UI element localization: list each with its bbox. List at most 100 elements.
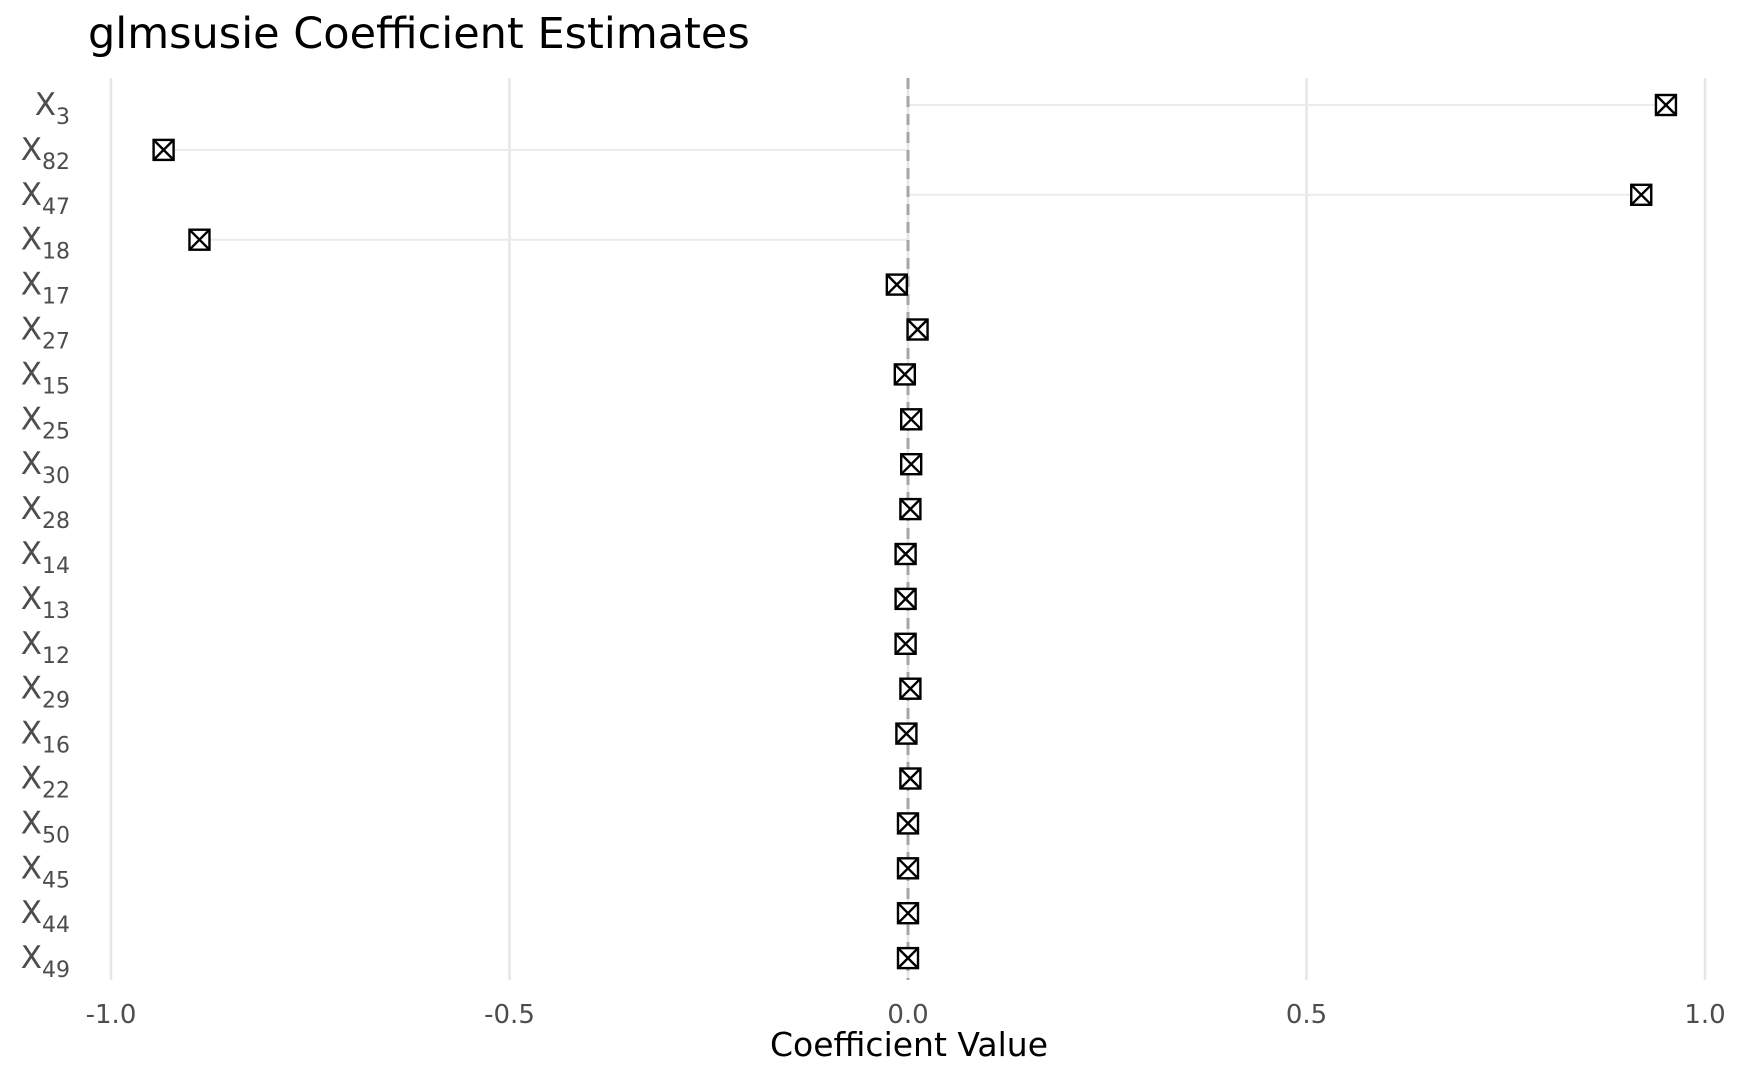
point-cross-b [897, 902, 919, 925]
y-tick-label-base: X [21, 761, 42, 797]
y-tick-label-subscript: 25 [42, 419, 70, 444]
y-tick-label: X22 [21, 761, 70, 804]
y-tick-label-subscript: 17 [42, 285, 70, 310]
y-tick-label-base: X [21, 401, 42, 437]
y-tick-label: X17 [21, 267, 70, 310]
coefficient-point [899, 453, 923, 476]
y-tick-label-subscript: 22 [42, 779, 70, 804]
x-axis-labels: -1.0 -0.5 0.0 0.5 1.0 [86, 1000, 1726, 1030]
y-tick-label: X12 [21, 626, 70, 669]
y-tick-label-base: X [21, 267, 42, 303]
y-tick-label-subscript: 13 [42, 599, 70, 624]
y-tick-label-subscript: 29 [42, 689, 70, 714]
y-tick-label: X18 [21, 222, 70, 265]
y-tick-label: X14 [21, 536, 70, 579]
point-cross-b [899, 677, 922, 700]
point-cross-b [885, 273, 908, 296]
y-tick-label-base: X [21, 446, 42, 482]
coefficient-point [152, 138, 175, 162]
coefficient-point [896, 946, 920, 970]
y-tick-label-subscript: 15 [42, 374, 70, 399]
y-tick-label: X50 [21, 805, 70, 848]
y-tick-label-subscript: 47 [42, 195, 70, 220]
y-tick-label: X25 [21, 401, 70, 444]
point-cross-b [897, 857, 919, 880]
y-tick-label-subscript: 82 [42, 150, 70, 175]
y-tick-label-base: X [21, 850, 42, 886]
point-cross-b [188, 228, 211, 251]
x-axis-title: Coefficient Value [770, 1025, 1048, 1064]
point-cross-b [894, 588, 917, 610]
y-tick-label-subscript: 3 [56, 105, 70, 130]
y-tick-label-subscript: 27 [42, 330, 70, 355]
y-axis-labels: X3X82X47X18X17X27X15X25X30X28X14X13X12X2… [21, 87, 70, 983]
y-tick-label: X16 [21, 716, 70, 759]
y-tick-label-subscript: 50 [42, 823, 70, 848]
x-tick-label: 1.0 [1684, 1000, 1725, 1030]
x-tick-label: -1.0 [86, 1000, 137, 1030]
point-cross-b [899, 498, 922, 520]
point-cross-b [899, 767, 922, 790]
y-tick-label-base: X [21, 312, 42, 348]
point-cross-b [906, 318, 929, 341]
y-tick-label-subscript: 16 [42, 734, 70, 759]
y-tick-label-base: X [21, 356, 42, 392]
point-cross-b [900, 453, 923, 476]
y-tick-label-base: X [21, 671, 42, 707]
y-tick-label: X44 [21, 895, 70, 938]
y-tick-label: X13 [21, 581, 70, 624]
x-tick-label: 0.0 [887, 1000, 928, 1030]
point-cross-b [894, 543, 917, 565]
coefficient-point [885, 273, 909, 296]
y-tick-label-subscript: 18 [42, 240, 70, 265]
y-tick-label: X47 [21, 177, 70, 220]
y-tick-label-base: X [35, 87, 56, 123]
y-tick-label-base: X [21, 581, 42, 617]
y-tick-label-base: X [21, 491, 42, 527]
y-tick-label-base: X [21, 716, 42, 752]
y-tick-label-subscript: 45 [42, 868, 70, 893]
coefficient-point [906, 318, 929, 341]
coefficient-point [899, 408, 923, 431]
y-tick-label: X28 [21, 491, 70, 534]
point-cross-b [900, 408, 923, 431]
y-tick-label: X29 [21, 671, 70, 714]
y-tick-label-subscript: 49 [42, 958, 70, 983]
coefficient-point [896, 902, 920, 925]
coefficient-point [1630, 183, 1653, 207]
point-cross-b [1655, 94, 1677, 116]
coefficient-point [896, 812, 920, 835]
y-tick-label-subscript: 44 [42, 913, 70, 938]
point-cross-b [897, 947, 919, 969]
y-tick-label-base: X [21, 222, 42, 258]
coefficient-point [894, 587, 917, 611]
x-tick-label: 0.5 [1286, 1000, 1327, 1030]
chart-title: glmsusie Coefficient Estimates [88, 9, 750, 59]
y-tick-label: X45 [21, 850, 70, 893]
coefficient-point [899, 497, 922, 521]
y-tick-label: X30 [21, 446, 70, 489]
y-tick-label: X3 [35, 87, 70, 130]
y-tick-label-base: X [21, 177, 42, 213]
y-tick-label: X82 [21, 132, 70, 175]
coefficient-point [899, 767, 922, 790]
y-tick-label-base: X [21, 805, 42, 841]
y-tick-label-base: X [21, 626, 42, 662]
y-tick-label-base: X [21, 895, 42, 931]
point-cross-b [895, 722, 918, 745]
y-tick-label: X27 [21, 312, 70, 355]
coefficient-point [1654, 93, 1678, 117]
y-tick-label-base: X [21, 132, 42, 168]
point-cross-b [894, 632, 917, 655]
y-tick-label-subscript: 28 [42, 509, 70, 534]
coefficient-point [188, 228, 211, 251]
coefficient-point [899, 677, 922, 700]
point-cross-b [1630, 183, 1653, 206]
coefficient-point [893, 363, 917, 386]
y-tick-label-subscript: 30 [42, 464, 70, 489]
coefficient-point [895, 722, 918, 745]
point-cross-b [893, 363, 916, 386]
y-tick-label-subscript: 14 [42, 554, 70, 579]
coefficient-point [896, 857, 920, 880]
y-tick-label: X15 [21, 356, 70, 399]
